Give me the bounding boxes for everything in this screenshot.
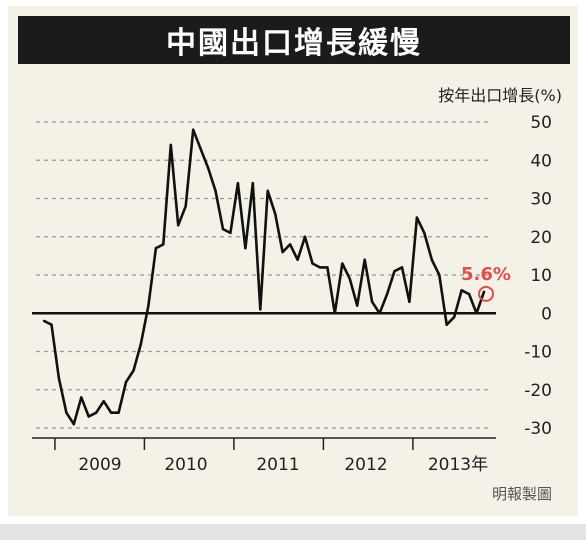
data-point bbox=[147, 304, 150, 307]
y-tick-labels: 50 40 30 20 10 0 -10 -20 -30 bbox=[524, 113, 552, 439]
data-point bbox=[423, 231, 426, 235]
x-axis: 2009 2010 2011 2012 2013年 bbox=[32, 437, 496, 475]
data-point bbox=[124, 380, 128, 384]
chart-title: 中國出口增長緩慢 bbox=[18, 16, 570, 64]
data-point bbox=[460, 289, 463, 292]
data-point bbox=[244, 247, 247, 250]
data-point bbox=[393, 269, 396, 273]
data-point bbox=[445, 323, 448, 326]
data-point bbox=[356, 304, 359, 307]
data-point bbox=[438, 273, 441, 277]
data-point bbox=[57, 377, 61, 380]
data-point bbox=[221, 227, 225, 231]
data-point bbox=[206, 166, 210, 170]
data-point bbox=[482, 290, 486, 294]
y-tick-label: 40 bbox=[530, 151, 552, 171]
data-point bbox=[80, 396, 83, 399]
y-tick-label: -30 bbox=[524, 419, 552, 439]
data-point bbox=[199, 147, 202, 150]
bottom-band bbox=[0, 524, 586, 540]
year-label: 2012 bbox=[344, 455, 387, 475]
credit-label: 明報製圖 bbox=[491, 485, 552, 503]
data-point bbox=[452, 315, 456, 319]
data-point bbox=[42, 319, 46, 323]
data-point bbox=[139, 342, 143, 346]
annotation-label: 5.6% bbox=[461, 264, 511, 285]
data-point bbox=[109, 411, 113, 414]
data-point bbox=[467, 292, 471, 296]
series-group bbox=[42, 128, 486, 426]
data-point bbox=[303, 235, 307, 238]
data-point bbox=[191, 128, 195, 131]
data-point bbox=[236, 182, 240, 185]
data-point bbox=[50, 323, 53, 326]
data-point bbox=[65, 411, 68, 414]
year-label: 2009 bbox=[78, 455, 121, 475]
annotation-group: 5.6% bbox=[461, 264, 511, 302]
data-point bbox=[333, 312, 337, 315]
y-tick-label: 0 bbox=[541, 304, 552, 324]
data-point bbox=[370, 300, 374, 303]
data-point bbox=[162, 243, 165, 246]
data-point bbox=[177, 224, 180, 227]
grid-lines bbox=[32, 121, 496, 429]
data-point bbox=[72, 422, 76, 426]
y-tick-label: -10 bbox=[524, 343, 552, 363]
data-point bbox=[251, 182, 255, 185]
data-point bbox=[288, 243, 292, 246]
data-point bbox=[378, 312, 381, 315]
chart-panel: 中國出口增長緩慢 按年出口增長(%) 明報製圖 bbox=[8, 6, 578, 516]
series-line bbox=[43, 128, 486, 426]
data-point bbox=[266, 189, 269, 193]
data-point bbox=[132, 369, 135, 372]
data-point bbox=[102, 400, 105, 403]
data-point bbox=[385, 292, 389, 296]
y-axis-label: 按年出口增長(%) bbox=[438, 86, 562, 105]
data-point bbox=[408, 300, 411, 303]
data-point bbox=[341, 262, 344, 265]
data-point bbox=[184, 204, 187, 208]
data-point bbox=[363, 258, 366, 261]
year-label: 2013年 bbox=[428, 455, 488, 475]
data-point bbox=[229, 231, 232, 235]
y-tick-label: -20 bbox=[524, 381, 552, 401]
data-point bbox=[475, 312, 478, 315]
data-point bbox=[117, 411, 120, 414]
data-point bbox=[95, 411, 98, 414]
data-point bbox=[430, 258, 433, 261]
year-label: 2011 bbox=[256, 455, 299, 475]
data-point bbox=[273, 212, 277, 215]
data-point bbox=[296, 258, 299, 261]
data-point bbox=[400, 266, 404, 269]
y-tick-label: 10 bbox=[530, 266, 552, 286]
data-point bbox=[259, 308, 262, 311]
data-point bbox=[311, 262, 314, 265]
annotation-marker bbox=[478, 285, 494, 302]
y-tick-label: 20 bbox=[530, 228, 552, 248]
data-point bbox=[348, 277, 351, 281]
data-point bbox=[326, 266, 329, 269]
data-point bbox=[281, 250, 284, 254]
data-point bbox=[415, 216, 419, 219]
data-point bbox=[87, 415, 90, 418]
data-point bbox=[169, 143, 172, 147]
year-label: 2010 bbox=[164, 455, 207, 475]
y-tick-label: 30 bbox=[530, 190, 552, 210]
data-point bbox=[214, 189, 217, 193]
data-point bbox=[318, 266, 322, 269]
y-tick-label: 50 bbox=[530, 113, 552, 133]
data-point bbox=[154, 247, 158, 250]
